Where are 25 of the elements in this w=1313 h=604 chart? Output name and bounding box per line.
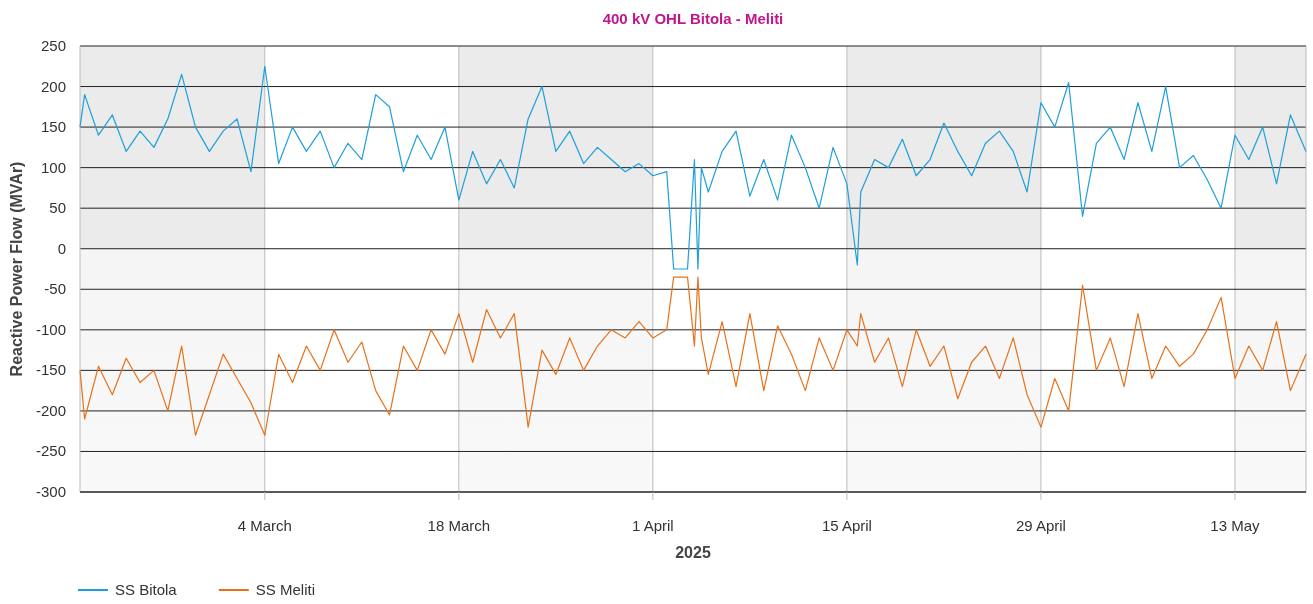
x-axis-title: 2025 [675,544,711,561]
y-tick-label: -200 [35,401,66,419]
y-tick-label: -150 [35,361,66,379]
line-series [79,65,1307,270]
x-tick-label: 18 March [427,517,491,534]
y-axis-title: Reactive Power Flow (MVAr) [8,161,25,377]
y-tick-label: 250 [40,37,66,54]
y-tick-label: -300 [35,483,66,500]
y-tick-label: -100 [35,320,66,338]
legend-label: SS Meliti [255,581,315,598]
y-tick-label: 50 [49,199,66,217]
y-tick-label: -250 [35,442,66,460]
y-tick-label: -50 [44,280,66,298]
y-tick-label: 0 [57,239,66,257]
x-tick-label: 13 May [1210,517,1261,534]
y-tick-label: 200 [40,77,66,95]
chart-title: 400 kV OHL Bitola - Meliti [602,10,784,27]
line-series [79,276,1307,436]
y-tick-label: 100 [40,158,66,176]
x-tick-label: 1 April [632,517,674,534]
x-tick-label: 15 April [821,517,872,534]
x-tick-label: 4 March [237,517,292,534]
y-tick-label: 150 [40,118,66,136]
x-tick-label: 29 April [1015,517,1066,534]
legend-label: SS Bitola [115,581,178,598]
